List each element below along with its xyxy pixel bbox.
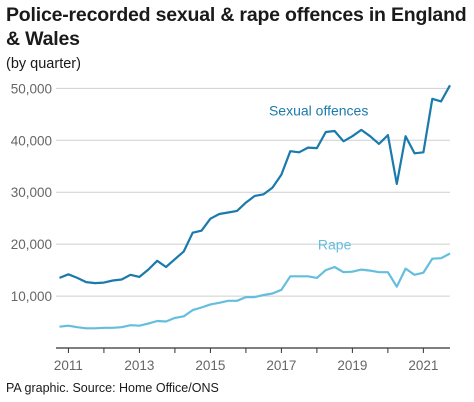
series-label: Sexual offences bbox=[269, 102, 368, 118]
x-tick-label: 2017 bbox=[266, 358, 296, 373]
series-labels: Sexual offences Rape bbox=[269, 102, 368, 252]
y-tick-label: 20,000 bbox=[11, 237, 52, 252]
y-tick-label: 10,000 bbox=[11, 289, 52, 304]
x-axis: 2011 2013 2015 2017 2019 2021 bbox=[54, 347, 450, 373]
x-tick-label: 2015 bbox=[195, 358, 225, 373]
y-tick-label: 50,000 bbox=[11, 81, 52, 96]
series-label: Rape bbox=[318, 236, 352, 252]
series-line-sexual-offences bbox=[59, 84, 451, 285]
y-tick-label: 30,000 bbox=[11, 185, 52, 200]
chart-title: Police-recorded sexual & rape offences i… bbox=[6, 4, 467, 50]
series-lines bbox=[59, 84, 451, 330]
x-tick-label: 2011 bbox=[54, 358, 83, 373]
source-note: PA graphic. Source: Home Office/ONS bbox=[6, 381, 219, 395]
y-axis-tick-labels: 10,000 20,000 30,000 40,000 50,000 bbox=[11, 81, 52, 304]
x-tick-label: 2019 bbox=[337, 358, 367, 373]
grid-lines bbox=[56, 87, 450, 297]
series-line-rape bbox=[59, 252, 451, 330]
x-tick-label: 2013 bbox=[124, 358, 154, 373]
chart-subtitle: (by quarter) bbox=[6, 56, 81, 72]
x-tick-label: 2021 bbox=[408, 358, 438, 373]
y-tick-label: 40,000 bbox=[11, 133, 52, 148]
